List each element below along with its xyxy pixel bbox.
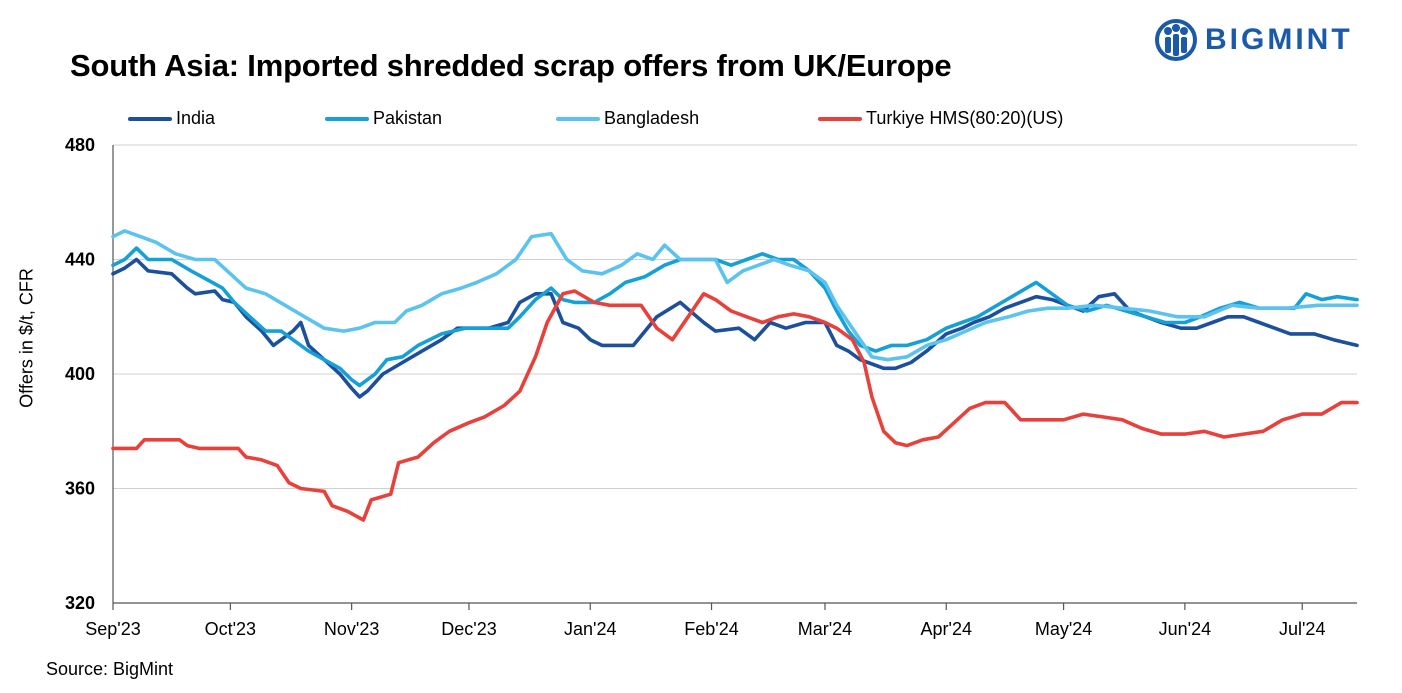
legend-swatch	[556, 116, 600, 121]
legend-item: Pakistan	[325, 108, 442, 129]
x-tick-label: May'24	[1035, 619, 1092, 639]
x-tick-label: Nov'23	[324, 619, 379, 639]
legend-item: Bangladesh	[556, 108, 699, 129]
x-tick-label: Jan'24	[564, 619, 616, 639]
x-tick-label: Jul'24	[1279, 619, 1325, 639]
brand-logo: BIGMINT	[1155, 16, 1353, 64]
legend-swatch	[128, 116, 172, 121]
x-tick-label: Feb'24	[684, 619, 738, 639]
x-tick-label: Mar'24	[798, 619, 852, 639]
legend-item: Turkiye HMS(80:20)(US)	[818, 108, 1063, 129]
x-axis: Sep'23 Oct'23 Nov'23 Dec'23 Jan'24 Feb'24 Mar'…	[85, 602, 1357, 639]
x-tick-label: Sep'23	[85, 619, 141, 639]
chart-title: South Asia: Imported shredded scrap offe…	[70, 48, 952, 83]
y-tick-label: 480	[65, 135, 95, 155]
y-tick-label: 440	[65, 250, 95, 270]
legend-swatch	[818, 116, 862, 121]
bigmint-logo-icon	[1155, 19, 1197, 61]
legend-label: Pakistan	[373, 108, 443, 128]
series-line-bangladesh	[111, 229, 1359, 362]
series-line-turkiye-hms-80-20-us	[111, 289, 1359, 522]
y-tick-label: 360	[65, 479, 95, 499]
y-tick-label: 400	[65, 364, 95, 384]
legend-label: Bangladesh	[604, 108, 700, 128]
source-note: Source: BigMint	[46, 659, 174, 679]
legend-item: India	[128, 108, 215, 129]
y-axis: 320 360 400 440 480	[65, 135, 114, 613]
x-tick-label: Jun'24	[1159, 619, 1211, 639]
legend-label: India	[176, 108, 216, 128]
x-tick-label: Dec'23	[441, 619, 496, 639]
gridlines	[113, 144, 1357, 489]
series-lines	[111, 229, 1359, 522]
brand-name: BIGMINT	[1205, 23, 1353, 56]
series-line-india	[111, 257, 1359, 399]
chart-legend: India Pakistan Bangladesh Turkiye HMS(80:20…	[0, 108, 1402, 134]
y-tick-label: 320	[65, 593, 95, 613]
legend-label: Turkiye HMS(80:20)(US)	[866, 108, 1064, 128]
x-tick-label: Apr'24	[921, 619, 972, 639]
legend-swatch	[325, 116, 369, 121]
x-tick-label: Oct'23	[205, 619, 256, 639]
